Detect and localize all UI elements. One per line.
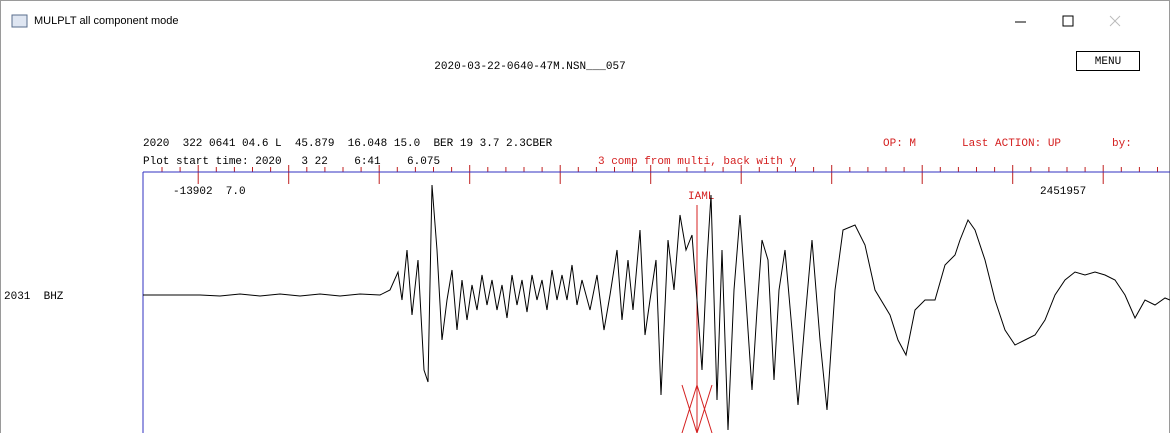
station-label: 2031 BHZ (4, 291, 64, 303)
menu-label[interactable]: MENU (1095, 56, 1121, 68)
by-label: by: (1112, 138, 1132, 150)
filename: 2020-03-22-0640-47M.NSN___057 (434, 61, 625, 73)
window-title: MULPLT all component mode (34, 15, 179, 27)
last-action: Last ACTION: UP (962, 138, 1061, 150)
amplitude-left: -13902 7.0 (173, 186, 246, 198)
plot-start: Plot start time: 2020 3 22 6:41 6.075 (143, 156, 440, 168)
max-amplitude: 2451957 (1040, 186, 1086, 198)
app-icon (11, 14, 28, 28)
time-ticks (161, 165, 1158, 184)
waveform (143, 184, 1170, 431)
pick-marker (681, 383, 713, 433)
phase-label: IAML (688, 191, 714, 203)
maximize-button[interactable] (1062, 15, 1074, 27)
operator: OP: M (883, 138, 916, 150)
menu-button[interactable] (1076, 51, 1140, 71)
close-button[interactable] (1109, 15, 1121, 27)
pick-marker (681, 384, 713, 433)
mode-hint: 3 comp from multi, back with y (598, 156, 796, 168)
event-line: 2020 322 0641 04.6 L 45.879 16.048 15.0 … (143, 138, 553, 150)
